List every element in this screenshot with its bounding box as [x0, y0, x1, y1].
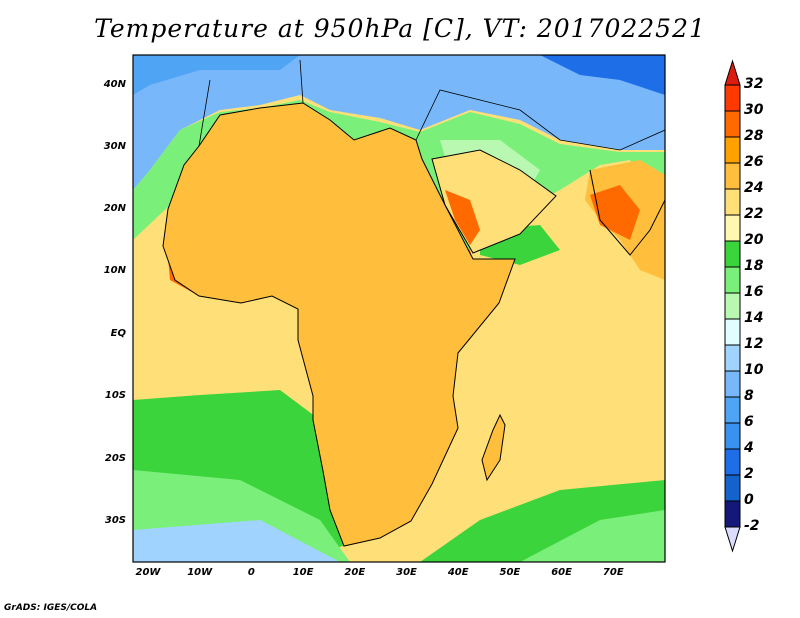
lon-label: 70E: [602, 567, 624, 578]
lat-label: 20S: [104, 453, 126, 464]
plot-title: Temperature at 950hPa [C], VT: 201702252…: [94, 14, 706, 43]
colorbar-box: [724, 500, 741, 528]
colorbar-label: 14: [744, 310, 764, 326]
colorbar-box: [724, 396, 741, 424]
colorbar-label: 18: [744, 258, 764, 274]
colorbar-label: 2: [744, 466, 754, 482]
lon-label: 60E: [551, 567, 572, 578]
colorbar-box: [724, 240, 741, 268]
map-frame: [132, 54, 666, 563]
lat-label: 20N: [103, 203, 126, 214]
colorbar-box: [724, 110, 741, 138]
colorbar-box: [724, 344, 741, 372]
lon-label: 10W: [187, 567, 213, 578]
colorbar-box: [724, 84, 741, 112]
colorbar-box: [724, 318, 741, 346]
colorbar-label: 8: [744, 388, 754, 404]
lat-label: 10S: [104, 390, 126, 401]
colorbar-label: 10: [744, 362, 764, 378]
lat-label: 10N: [103, 265, 126, 276]
colorbar-label: -2: [744, 518, 760, 534]
lat-label: 40N: [103, 79, 126, 90]
colorbar-label: 26: [744, 154, 764, 170]
lon-label: 0: [247, 567, 255, 578]
lon-label: 10E: [292, 567, 314, 578]
colorbar-label: 22: [744, 206, 764, 222]
colorbar-box: [724, 188, 741, 216]
colorbar-label: 6: [744, 414, 754, 430]
colorbar-label: 16: [744, 284, 764, 300]
colorbar-label: 28: [744, 128, 764, 144]
credit-label: GrADS: IGES/COLA: [4, 603, 98, 613]
lat-label: 30S: [104, 515, 126, 526]
lon-label: 20E: [344, 567, 366, 578]
lat-label: EQ: [110, 328, 126, 339]
colorbar-box: [724, 370, 741, 398]
lon-label: 20W: [135, 567, 161, 578]
colorbar-box: [724, 474, 741, 502]
lon-label: 50E: [499, 567, 521, 578]
map-fill: [133, 55, 665, 562]
colorbar-label: 4: [744, 440, 754, 456]
colorbar-lower-triangle: [724, 526, 741, 553]
colorbar-box: [724, 162, 741, 190]
colorbar-box: [724, 266, 741, 294]
colorbar-box: [724, 422, 741, 450]
colorbar-box: [724, 448, 741, 476]
lon-label: 30E: [396, 567, 417, 578]
colorbar-box: [724, 214, 741, 242]
lon-label: 40E: [447, 567, 469, 578]
colorbar-label: 20: [744, 232, 764, 248]
colorbar-upper-triangle: [724, 59, 741, 86]
colorbar-label: 12: [744, 336, 764, 352]
colorbar-label: 0: [744, 492, 754, 508]
colorbar-label: 24: [744, 180, 764, 196]
lat-label: 30N: [103, 141, 126, 152]
colorbar: [724, 59, 741, 553]
colorbar-box: [724, 136, 741, 164]
colorbar-label: 30: [744, 102, 764, 118]
colorbar-label: 32: [744, 76, 764, 92]
colorbar-box: [724, 292, 741, 320]
